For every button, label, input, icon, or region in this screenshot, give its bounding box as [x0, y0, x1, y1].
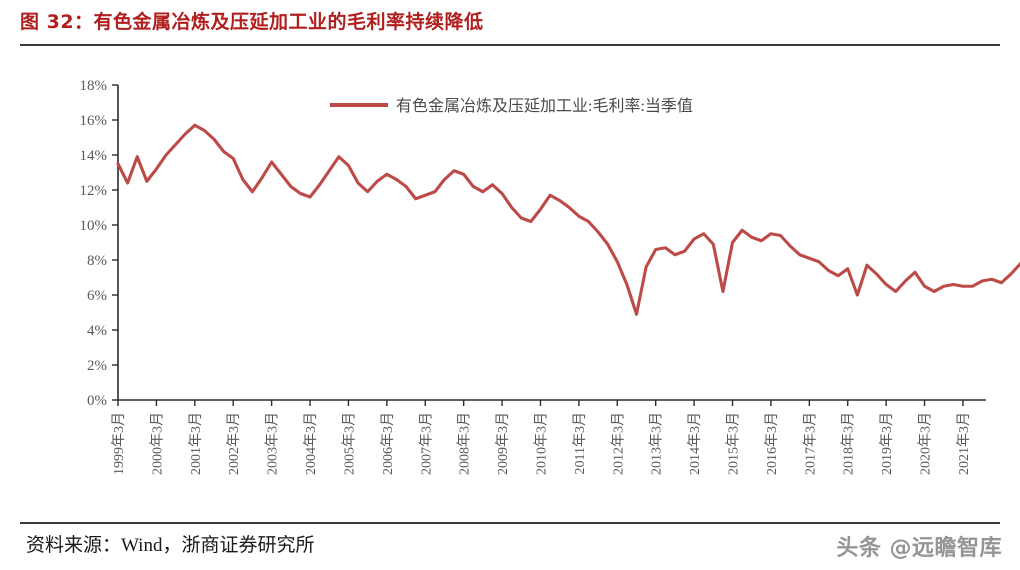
x-axis-tick-label: 2018年3月	[841, 412, 857, 475]
x-axis-tick-label: 2014年3月	[687, 412, 703, 475]
chart-container: 有色金属冶炼及压延加工业:毛利率:当季值 0% 2% 4% 6% 8% 10% 12% 14%…	[0, 56, 1020, 516]
source-note: 资料来源：Wind，浙商证券研究所	[26, 535, 315, 556]
figure-title-block: 图 32：有色金属冶炼及压延加工业的毛利率持续降低	[20, 8, 1000, 42]
y-axis-tick-labels: 0% 2% 4% 6% 8% 10% 12% 14% 16% 18%	[80, 78, 108, 409]
footer-divider	[20, 522, 1000, 524]
chart-axes	[112, 84, 986, 406]
y-axis-tick-label: 18%	[80, 78, 108, 94]
x-axis-tick-label: 2005年3月	[341, 412, 357, 475]
x-axis-tick-label: 2007年3月	[418, 412, 434, 475]
line-chart: 有色金属冶炼及压延加工业:毛利率:当季值 0% 2% 4% 6% 8% 10% 12% 14%…	[80, 78, 1020, 475]
y-axis-tick-label: 16%	[80, 113, 108, 129]
x-axis-tick-label: 2021年3月	[956, 412, 972, 475]
y-axis-tick-label: 14%	[80, 148, 108, 164]
y-axis-tick-label: 12%	[80, 183, 108, 199]
x-axis-tick-label: 2004年3月	[303, 412, 319, 475]
y-axis-tick-label: 6%	[87, 288, 107, 304]
y-axis-tick-label: 2%	[87, 358, 107, 374]
x-axis-tick-labels: 1999年3月 2000年3月 2001年3月 2002年3月 2003年3月 2004年…	[111, 412, 972, 475]
x-axis-tick-label: 2008年3月	[457, 412, 473, 475]
x-axis-tick-label: 2020年3月	[918, 412, 934, 475]
y-axis-tick-label: 4%	[87, 323, 107, 339]
x-axis-tick-label: 2002年3月	[226, 412, 242, 475]
legend-label: 有色金属冶炼及压延加工业:毛利率:当季值	[396, 97, 693, 115]
x-axis-tick-label: 2013年3月	[649, 412, 665, 475]
x-axis-tick-label: 2016年3月	[764, 412, 780, 475]
x-axis-tick-label: 2019年3月	[879, 412, 895, 475]
x-axis-tick-label: 2000年3月	[149, 412, 165, 475]
x-axis-tick-label: 2012年3月	[610, 412, 626, 475]
y-axis-tick-label: 8%	[87, 253, 107, 269]
x-axis-tick-label: 2003年3月	[265, 412, 281, 475]
x-axis-tick-label: 2017年3月	[802, 412, 818, 475]
title-divider	[20, 44, 1000, 46]
x-axis-tick-label: 1999年3月	[111, 412, 127, 475]
x-axis-tick-label: 2001年3月	[188, 412, 204, 475]
y-axis-tick-label: 10%	[80, 218, 108, 234]
chart-legend: 有色金属冶炼及压延加工业:毛利率:当季值	[330, 97, 693, 115]
x-axis-tick-label: 2011年3月	[572, 412, 588, 474]
y-axis-tick-label: 0%	[87, 393, 107, 409]
watermark-label: 头条 @远瞻智库	[836, 536, 1002, 561]
page-title: 图 32：有色金属冶炼及压延加工业的毛利率持续降低	[20, 11, 484, 33]
x-axis-tick-label: 2006年3月	[380, 412, 396, 475]
x-axis-tick-label: 2015年3月	[726, 412, 742, 475]
data-series-line	[116, 123, 1020, 316]
x-axis-tick-label: 2009年3月	[495, 412, 511, 475]
x-axis-tick-label: 2010年3月	[533, 412, 549, 475]
